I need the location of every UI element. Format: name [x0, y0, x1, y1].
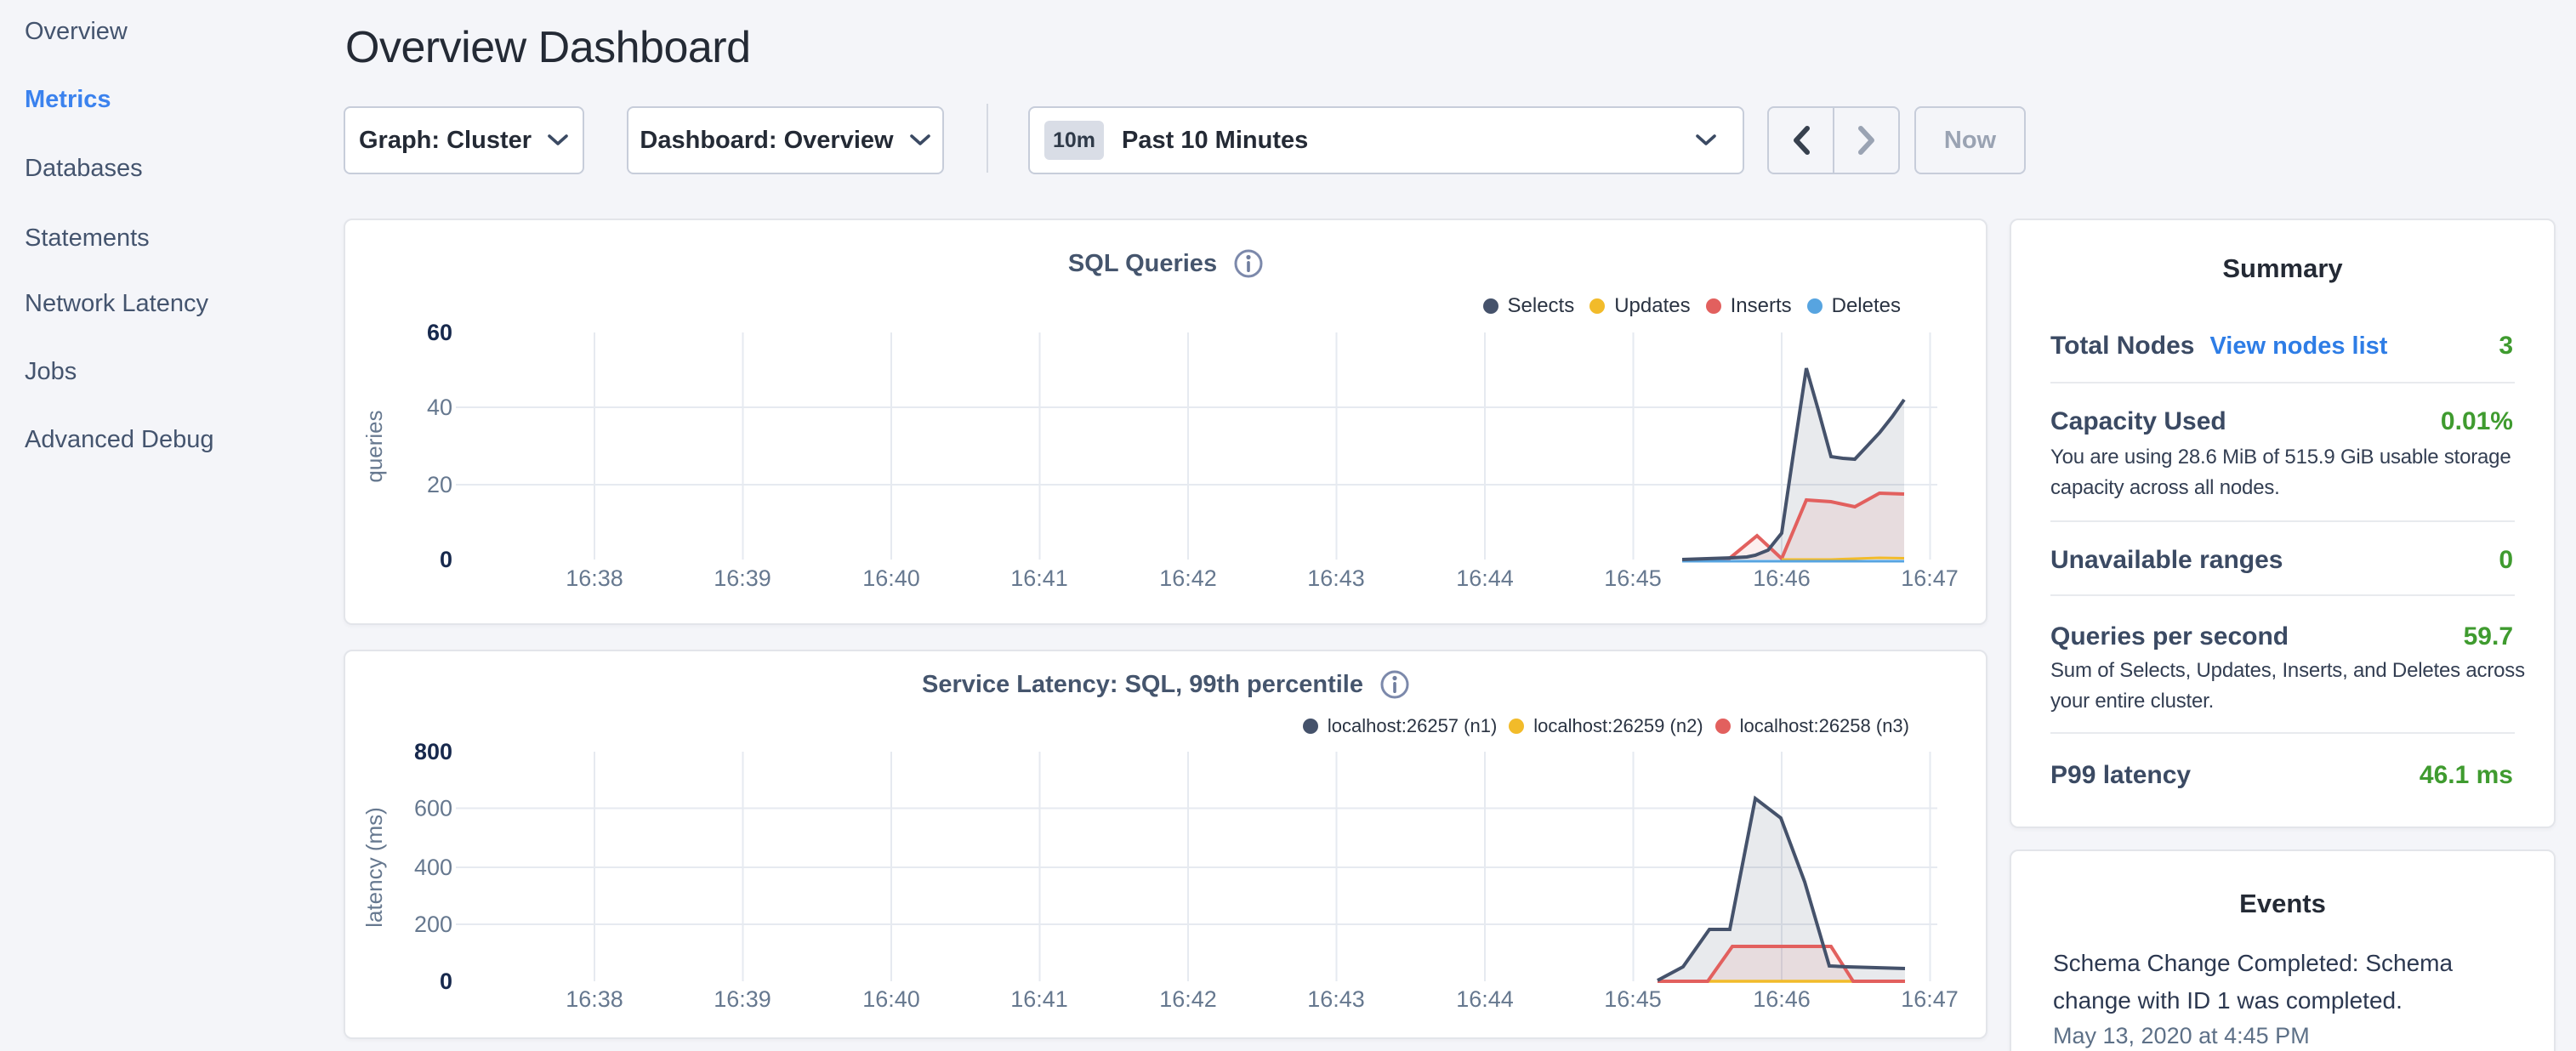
- svg-text:40: 40: [427, 395, 452, 420]
- svg-text:16:44: 16:44: [1456, 986, 1514, 1012]
- svg-text:16:42: 16:42: [1159, 565, 1217, 591]
- svg-text:800: 800: [414, 739, 452, 764]
- svg-text:0: 0: [440, 547, 452, 572]
- svg-text:16:40: 16:40: [862, 565, 920, 591]
- svg-text:16:39: 16:39: [714, 565, 771, 591]
- svg-text:16:43: 16:43: [1307, 986, 1365, 1012]
- svg-text:16:47: 16:47: [1901, 565, 1959, 591]
- svg-text:latency (ms): latency (ms): [361, 807, 387, 928]
- svg-text:16:42: 16:42: [1159, 986, 1217, 1012]
- svg-text:16:39: 16:39: [714, 986, 771, 1012]
- svg-text:400: 400: [414, 855, 452, 880]
- svg-text:queries: queries: [361, 410, 387, 482]
- svg-text:16:45: 16:45: [1604, 986, 1662, 1012]
- svg-text:200: 200: [414, 912, 452, 937]
- svg-text:16:47: 16:47: [1901, 986, 1959, 1012]
- svg-text:16:38: 16:38: [566, 565, 623, 591]
- svg-text:16:41: 16:41: [1010, 986, 1068, 1012]
- svg-text:20: 20: [427, 472, 452, 497]
- svg-text:16:45: 16:45: [1604, 565, 1662, 591]
- svg-text:600: 600: [414, 796, 452, 821]
- svg-text:16:43: 16:43: [1307, 565, 1365, 591]
- svg-text:16:41: 16:41: [1010, 565, 1068, 591]
- svg-text:16:44: 16:44: [1456, 565, 1514, 591]
- svg-text:16:46: 16:46: [1753, 986, 1811, 1012]
- svg-text:16:38: 16:38: [566, 986, 623, 1012]
- svg-text:60: 60: [427, 320, 452, 345]
- svg-text:16:46: 16:46: [1753, 565, 1811, 591]
- svg-text:16:40: 16:40: [862, 986, 920, 1012]
- svg-text:0: 0: [440, 969, 452, 994]
